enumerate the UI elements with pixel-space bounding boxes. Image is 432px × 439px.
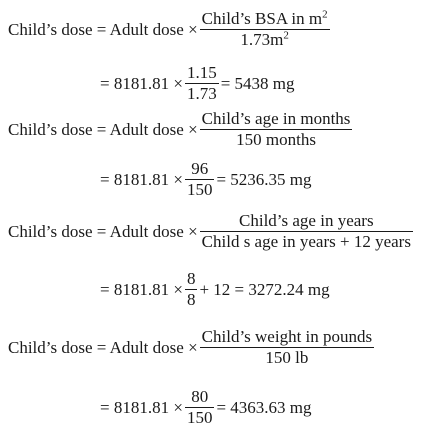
bsa-denominator: 1.73m2 [240, 29, 289, 49]
fraction-bar [184, 407, 215, 408]
bsa-calculation-lhs: = 8181.81 × [100, 73, 183, 93]
weight-calculation: = 8181.81 × 80 150 = 4363.63 mg [100, 388, 312, 427]
months-calc-fraction: 96 150 [184, 159, 215, 199]
bsa-numerator: Child’s BSA in m2 [201, 8, 328, 28]
years-calc-numerator: 8 [186, 269, 196, 288]
months-calculation-lhs: = 8181.81 × [100, 169, 183, 189]
months-calculation-result: = 5236.35 mg [216, 169, 312, 189]
fraction-bar [199, 129, 353, 130]
months-formula-lhs: Child’s dose = Adult dose × [8, 119, 198, 139]
bsa-fraction: Child’s BSA in m2 1.73m2 [199, 8, 330, 49]
weight-formula-lhs: Child’s dose = Adult dose × [8, 337, 198, 357]
bsa-calc-denominator: 1.73 [186, 84, 217, 103]
bsa-calc-numerator: 1.15 [186, 63, 217, 82]
weight-calc-fraction: 80 150 [184, 387, 215, 427]
bsa-calc-fraction: 1.15 1.73 [184, 63, 219, 103]
years-numerator: Child’s age in years [239, 211, 374, 230]
bsa-calculation-result: = 5438 mg [220, 73, 295, 93]
years-calculation-lhs: = 8181.81 × [100, 279, 183, 299]
years-calc-fraction: 8 8 [184, 269, 198, 309]
months-formula: Child’s dose = Adult dose × Child’s age … [8, 110, 354, 149]
months-denominator: 150 months [236, 130, 316, 149]
months-calc-numerator: 96 [191, 159, 209, 178]
weight-numerator: Child’s weight in pounds [201, 327, 373, 346]
weight-calculation-result: = 4363.63 mg [216, 397, 312, 417]
years-calc-denominator: 8 [186, 290, 196, 309]
months-calculation: = 8181.81 × 96 150 = 5236.35 mg [100, 160, 312, 199]
fraction-bar [199, 347, 375, 348]
months-fraction: Child’s age in months 150 months [199, 109, 353, 149]
weight-fraction: Child’s weight in pounds 150 lb [199, 327, 375, 367]
years-formula: Child’s dose = Adult dose × Child’s age … [8, 212, 415, 251]
years-calculation: = 8181.81 × 8 8 + 12 = 3272.24 mg [100, 270, 330, 309]
bsa-denominator-exponent: 2 [283, 29, 289, 42]
weight-calculation-lhs: = 8181.81 × [100, 397, 183, 417]
fraction-bar [199, 231, 413, 232]
bsa-numerator-exponent: 2 [322, 8, 328, 21]
fraction-bar [199, 29, 330, 30]
years-denominator: Child s age in years + 12 years [201, 232, 411, 251]
fraction-bar [184, 83, 219, 84]
months-numerator: Child’s age in months [201, 109, 351, 128]
bsa-formula-lhs: Child’s dose = Adult dose × [8, 19, 198, 39]
weight-formula: Child’s dose = Adult dose × Child’s weig… [8, 328, 376, 367]
weight-denominator: 150 lb [265, 348, 309, 367]
weight-calc-numerator: 80 [191, 387, 209, 406]
weight-calc-denominator: 150 [186, 408, 213, 427]
years-fraction: Child’s age in years Child s age in year… [199, 211, 413, 251]
fraction-bar [184, 289, 198, 290]
months-calc-denominator: 150 [186, 180, 213, 199]
years-formula-lhs: Child’s dose = Adult dose × [8, 221, 198, 241]
years-calculation-result: + 12 = 3272.24 mg [199, 279, 330, 299]
bsa-formula: Child’s dose = Adult dose × Child’s BSA … [8, 8, 332, 49]
bsa-calculation: = 8181.81 × 1.15 1.73 = 5438 mg [100, 64, 295, 103]
fraction-bar [184, 179, 215, 180]
